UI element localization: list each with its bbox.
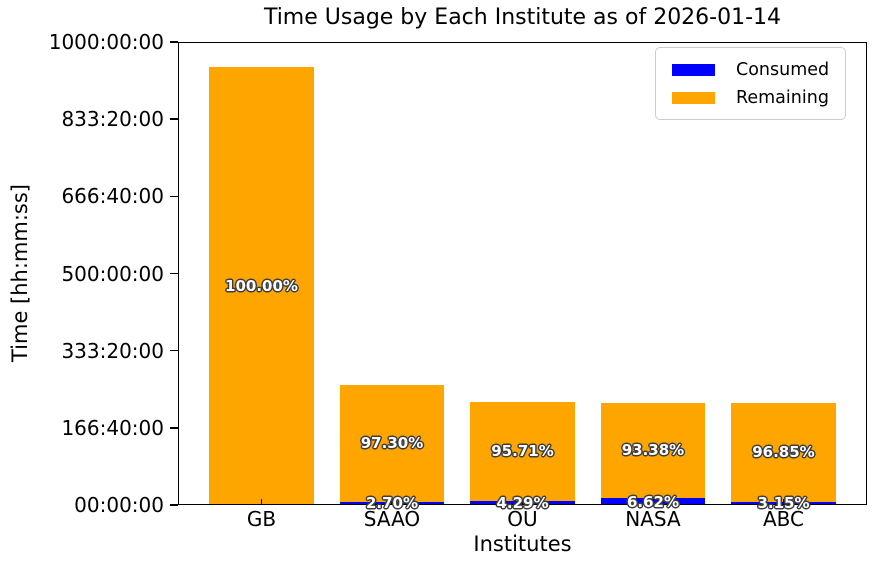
remaining-pct-label-ou: 95.71% [491, 442, 554, 461]
y-tick-label: 666:40:00 [61, 184, 164, 209]
remaining-pct-label-saao: 97.30% [360, 434, 424, 453]
x-tick-label-nasa: NASA [625, 507, 681, 531]
x-tick-label-saao: SAAO [363, 507, 421, 531]
legend-row-consumed: Consumed [666, 60, 835, 80]
x-tick-mark [521, 499, 524, 505]
x-tick-mark [391, 499, 393, 505]
y-tick-mark [170, 118, 178, 120]
y-tick-label: 833:20:00 [61, 107, 164, 132]
x-tick-label-abc: ABC [762, 507, 804, 531]
plot-area: Consumed Remaining 100.00% 97.30% 2.70% 95.… [178, 42, 867, 512]
y-tick-label: 500:00:00 [61, 261, 164, 286]
y-tick-mark [170, 504, 178, 506]
chart-title: Time Usage by Each Institute as of 2026-… [263, 5, 782, 30]
remaining-pct-label-abc: 96.85% [752, 443, 815, 462]
legend: Consumed Remaining [655, 47, 846, 120]
bar-abc-remaining [731, 402, 836, 502]
remaining-pct-label-nasa: 93.38% [621, 441, 685, 460]
remaining-pct-label-gb: 100.00% [225, 276, 298, 295]
y-tick-mark [170, 272, 178, 275]
y-tick-mark [170, 349, 178, 352]
y-tick-label: 166:40:00 [61, 415, 164, 440]
legend-label-consumed: Consumed [736, 59, 830, 80]
x-tick-label-ou: OU [507, 507, 538, 531]
x-tick-mark [260, 499, 263, 505]
x-axis-label: Institutes [473, 532, 572, 556]
y-tick-label: 333:20:00 [61, 338, 164, 363]
consumed-pct-label-nasa: 6.62% [626, 492, 679, 511]
y-tick-mark [170, 427, 178, 429]
consumed-pct-label-ou: 4.29% [496, 493, 549, 512]
x-tick-label-gb: GB [246, 507, 277, 531]
legend-label-remaining: Remaining [736, 87, 829, 108]
consumed-pct-label-saao: 2.70% [365, 494, 419, 513]
remaining-swatch-icon [672, 91, 715, 104]
y-tick-label: 00:00:00 [74, 493, 164, 517]
y-tick-mark [170, 41, 178, 43]
consumed-pct-label-abc: 3.15% [757, 494, 810, 513]
x-tick-mark [782, 499, 785, 505]
bar-nasa-remaining [600, 402, 706, 499]
legend-row-remaining: Remaining [666, 88, 835, 108]
bar-gb-remaining [209, 66, 314, 505]
y-tick-mark [170, 195, 178, 198]
x-tick-mark [652, 499, 654, 505]
bar-ou-remaining [470, 401, 575, 501]
bar-saao-remaining [339, 384, 445, 502]
consumed-swatch-icon [672, 63, 715, 76]
y-tick-label: 1000:00:00 [48, 30, 164, 54]
